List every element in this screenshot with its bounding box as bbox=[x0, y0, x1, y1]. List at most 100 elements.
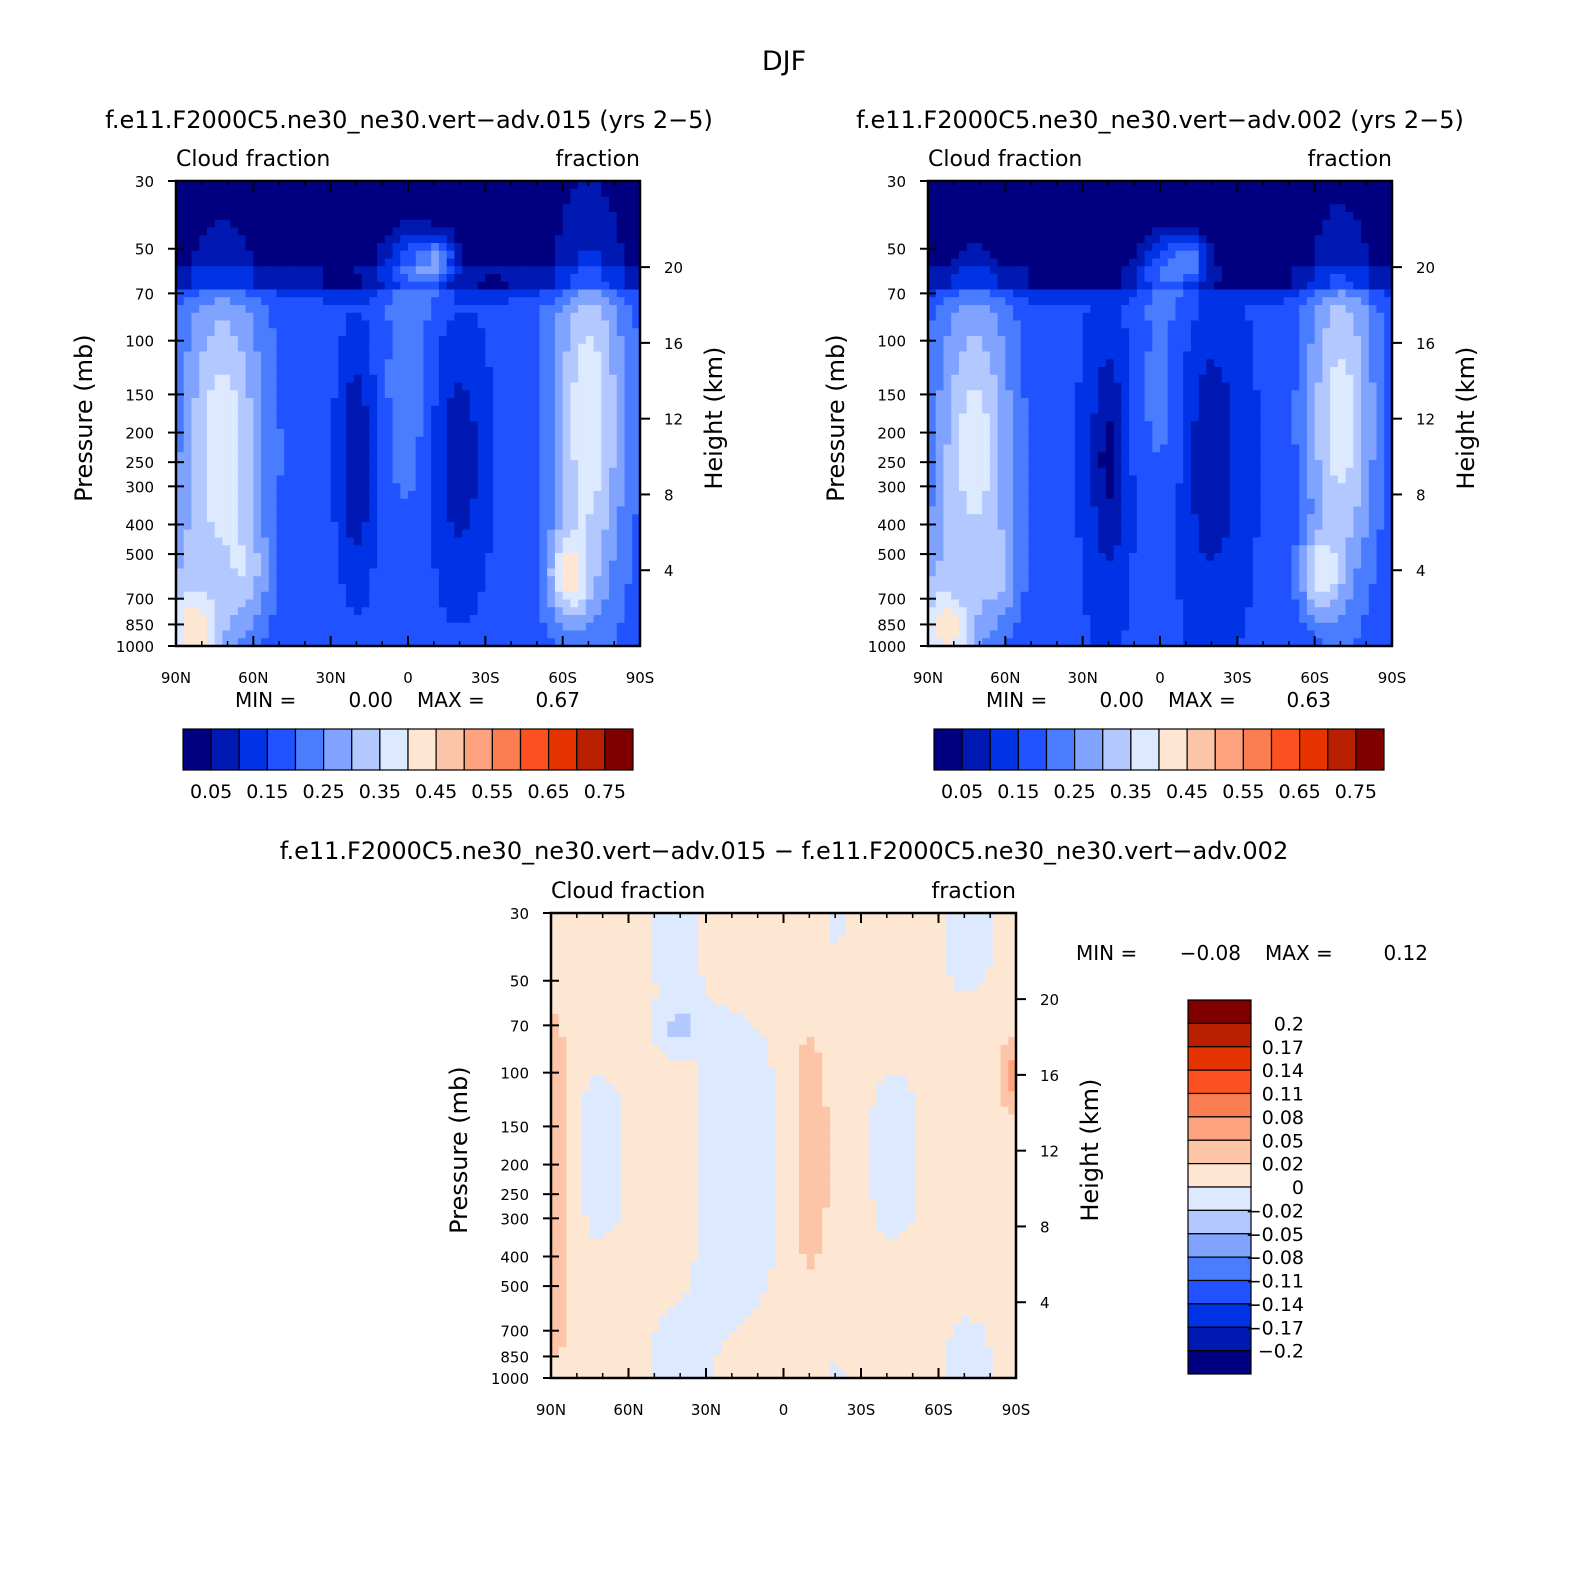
field-cell bbox=[245, 467, 254, 477]
field-cell bbox=[928, 227, 937, 236]
field-cell bbox=[400, 382, 409, 391]
field-cell bbox=[1384, 196, 1393, 205]
field-cell bbox=[1028, 243, 1037, 252]
field-cell bbox=[1160, 188, 1169, 198]
field-cell bbox=[206, 421, 216, 430]
field-cell bbox=[183, 506, 193, 515]
field-cell bbox=[516, 328, 525, 337]
field-cell bbox=[438, 421, 448, 430]
field-cell bbox=[1044, 181, 1053, 190]
field-cell bbox=[1283, 266, 1293, 275]
field-cell bbox=[1252, 274, 1262, 283]
field-cell bbox=[1291, 258, 1300, 267]
field-cell bbox=[315, 568, 324, 577]
field-cell bbox=[299, 537, 309, 546]
field-cell bbox=[222, 382, 231, 391]
field-cell bbox=[974, 336, 983, 345]
field-cell bbox=[524, 204, 533, 213]
field-cell bbox=[176, 452, 185, 461]
field-cell bbox=[609, 514, 618, 523]
field-cell bbox=[1051, 305, 1061, 314]
field-cell bbox=[276, 460, 285, 469]
field-cell bbox=[322, 281, 332, 291]
field-cell bbox=[1260, 266, 1269, 275]
field-cell bbox=[554, 498, 564, 508]
field-cell bbox=[524, 219, 533, 229]
field-cell bbox=[1175, 281, 1184, 291]
field-cell bbox=[338, 622, 347, 632]
field-cell bbox=[578, 429, 587, 438]
field-cell bbox=[353, 638, 363, 647]
field-cell bbox=[531, 351, 541, 360]
field-cell bbox=[1090, 336, 1099, 345]
field-cell bbox=[438, 638, 448, 647]
field-cell bbox=[222, 560, 231, 570]
field-cell bbox=[516, 413, 525, 422]
field-cell bbox=[446, 421, 455, 430]
field-cell bbox=[1314, 305, 1323, 314]
field-cell bbox=[524, 522, 533, 531]
field-cell bbox=[222, 297, 231, 306]
field-cell bbox=[268, 219, 278, 229]
field-cell bbox=[199, 250, 208, 260]
field-cell bbox=[516, 475, 525, 484]
y-right-tick-label: 16 bbox=[664, 335, 683, 353]
field-cell bbox=[539, 560, 548, 570]
field-cell bbox=[524, 436, 533, 446]
field-cell bbox=[330, 212, 339, 221]
field-cell bbox=[1384, 227, 1393, 236]
field-cell bbox=[1059, 274, 1068, 283]
field-cell bbox=[353, 312, 363, 322]
field-cell bbox=[1036, 328, 1045, 337]
field-cell bbox=[989, 297, 999, 306]
field-cell bbox=[423, 219, 432, 229]
field-cell bbox=[261, 305, 270, 314]
field-cell bbox=[485, 281, 494, 291]
field-cell bbox=[415, 390, 425, 399]
field-cell bbox=[322, 312, 332, 322]
field-cell bbox=[415, 382, 425, 391]
field-cell bbox=[299, 615, 309, 624]
field-cell bbox=[1368, 235, 1378, 244]
field-cell bbox=[183, 514, 193, 523]
field-cell bbox=[245, 328, 254, 337]
field-cell bbox=[500, 359, 510, 368]
field-cell bbox=[1322, 305, 1331, 314]
field-cell bbox=[307, 281, 316, 291]
field-cell bbox=[253, 560, 262, 570]
field-cell bbox=[943, 281, 952, 291]
field-cell bbox=[601, 467, 610, 477]
field-cell bbox=[1090, 312, 1099, 322]
field-cell bbox=[199, 413, 208, 422]
field-cell bbox=[222, 227, 231, 236]
field-cell bbox=[1190, 227, 1200, 236]
field-cell bbox=[462, 514, 471, 523]
field-cell bbox=[570, 529, 579, 539]
field-cell bbox=[1121, 305, 1130, 314]
field-cell bbox=[1384, 266, 1393, 275]
field-cell bbox=[284, 638, 293, 647]
field-cell bbox=[1221, 219, 1231, 229]
field-cell bbox=[554, 204, 564, 213]
field-cell bbox=[176, 351, 185, 360]
field-cell bbox=[1306, 305, 1316, 314]
y-tick-label: 200 bbox=[125, 425, 154, 443]
field-cell bbox=[562, 196, 571, 205]
field-cell bbox=[299, 630, 309, 639]
field-cell bbox=[222, 622, 231, 632]
field-cell bbox=[570, 281, 579, 291]
field-cell bbox=[493, 343, 502, 353]
field-cell bbox=[1276, 274, 1285, 283]
field-cell bbox=[415, 374, 425, 384]
field-cell bbox=[1376, 196, 1385, 205]
field-cell bbox=[562, 591, 571, 601]
field-cell bbox=[284, 181, 293, 190]
field-cell bbox=[206, 343, 216, 353]
field-cell bbox=[253, 436, 262, 446]
field-cell bbox=[338, 591, 347, 601]
field-cell bbox=[477, 529, 486, 539]
field-cell bbox=[609, 196, 618, 205]
field-cell bbox=[593, 266, 602, 275]
field-cell bbox=[1036, 181, 1045, 190]
field-cell bbox=[585, 320, 595, 329]
